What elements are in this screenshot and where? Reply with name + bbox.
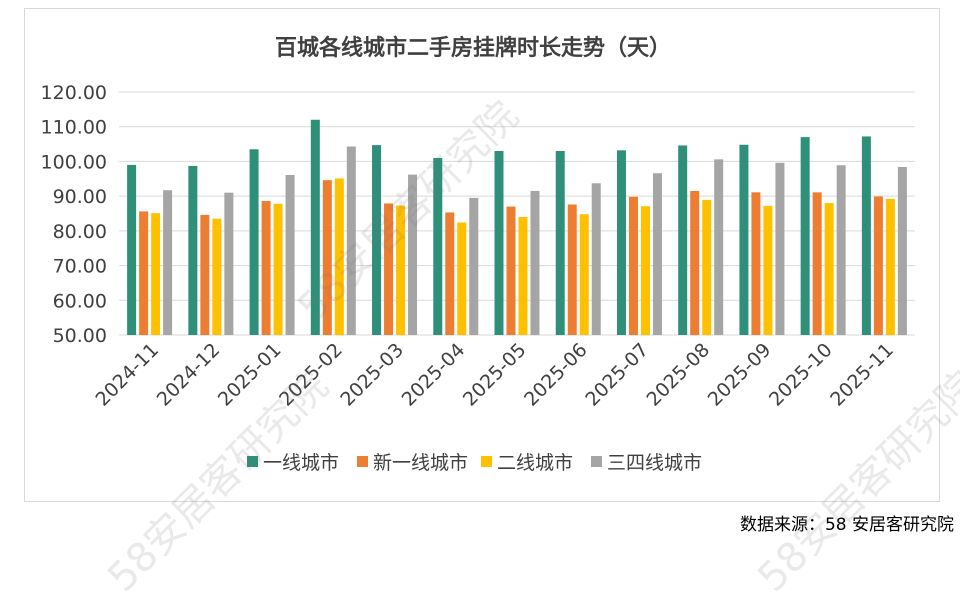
bar xyxy=(739,144,749,335)
bars xyxy=(127,119,907,336)
bar xyxy=(273,203,283,335)
chart-title: 百城各线城市二手房挂牌时长走势（天） xyxy=(275,35,671,61)
bar xyxy=(469,197,479,335)
bar xyxy=(127,164,137,335)
legend-label: 三四线城市 xyxy=(607,452,702,474)
x-tick-label: 2025-09 xyxy=(704,339,776,411)
bar xyxy=(873,196,883,335)
bar xyxy=(506,206,516,335)
bar xyxy=(714,159,724,335)
bar xyxy=(555,151,565,335)
bar xyxy=(372,145,382,335)
bar-chart: 百城各线城市二手房挂牌时长走势（天） 50.00 60.00 70.00 80.00 9… xyxy=(41,35,915,474)
bar xyxy=(163,190,173,335)
bar xyxy=(836,165,846,335)
bar xyxy=(224,192,234,335)
bar xyxy=(824,203,834,335)
bar xyxy=(652,173,662,335)
source-note: 数据来源：58 安居客研究院 xyxy=(739,515,954,535)
y-tick-label: 50.00 xyxy=(53,325,107,347)
bar xyxy=(457,222,467,335)
bar xyxy=(494,151,504,335)
x-tick-label: 2025-10 xyxy=(765,339,837,411)
y-tick-label: 80.00 xyxy=(53,221,107,243)
legend-label: 一线城市 xyxy=(263,452,339,474)
legend-label: 新一线城市 xyxy=(373,452,468,474)
bar xyxy=(261,201,271,335)
x-tick-label: 2024-11 xyxy=(91,339,163,411)
x-tick-label: 2025-07 xyxy=(581,339,653,411)
bar xyxy=(249,149,259,335)
bar xyxy=(751,192,761,335)
bar xyxy=(396,205,406,335)
x-tick-label: 2025-08 xyxy=(643,339,715,411)
bar xyxy=(591,183,601,335)
bar xyxy=(212,218,222,335)
bar xyxy=(346,146,356,335)
legend-swatch xyxy=(481,456,492,467)
y-axis-ticks: 50.00 60.00 70.00 80.00 90.00 100.00 110.00 120… xyxy=(41,82,107,347)
bar xyxy=(188,165,198,335)
bar xyxy=(200,214,210,335)
x-tick-label: 2024-12 xyxy=(153,339,225,411)
bar xyxy=(334,178,344,335)
bar xyxy=(616,150,626,335)
bar xyxy=(285,174,295,335)
bar xyxy=(640,206,650,335)
x-tick-label: 2025-04 xyxy=(398,339,470,411)
bar xyxy=(322,180,332,335)
x-axis-ticks: 2024-112024-122025-012025-022025-032025-… xyxy=(91,339,897,411)
bar xyxy=(567,204,577,335)
bar xyxy=(445,212,455,335)
bar xyxy=(690,190,700,335)
x-tick-label: 2025-05 xyxy=(459,339,531,411)
x-tick-label: 2025-11 xyxy=(826,339,898,411)
chart-frame: 百城各线城市二手房挂牌时长走势（天） 50.00 60.00 70.00 80.00 9… xyxy=(24,8,940,502)
y-tick-label: 90.00 xyxy=(53,186,107,208)
bar xyxy=(433,157,443,335)
y-tick-label: 100.00 xyxy=(41,151,107,173)
bar xyxy=(384,203,394,335)
legend-label: 二线城市 xyxy=(497,452,573,474)
y-tick-label: 70.00 xyxy=(53,256,107,278)
bar xyxy=(310,119,320,336)
legend-swatch xyxy=(591,456,602,467)
legend-swatch xyxy=(357,456,368,467)
bar xyxy=(775,162,785,335)
gridlines xyxy=(119,91,915,336)
bar xyxy=(579,214,589,335)
bar xyxy=(408,174,418,335)
bar xyxy=(702,199,712,335)
bar xyxy=(151,213,161,335)
bar xyxy=(885,198,895,335)
legend-swatch xyxy=(247,456,258,467)
x-tick-label: 2025-03 xyxy=(336,339,408,411)
bar xyxy=(628,196,638,335)
bar xyxy=(678,145,688,335)
bar xyxy=(530,190,540,335)
bar xyxy=(518,216,528,335)
x-tick-label: 2025-02 xyxy=(275,339,347,411)
y-tick-label: 110.00 xyxy=(41,117,107,139)
y-tick-label: 120.00 xyxy=(41,82,107,104)
bar xyxy=(800,137,810,335)
x-tick-label: 2025-06 xyxy=(520,339,592,411)
y-tick-label: 60.00 xyxy=(53,290,107,312)
bar xyxy=(139,211,149,335)
bar xyxy=(763,205,773,335)
x-tick-label: 2025-01 xyxy=(214,339,286,411)
legend: 一线城市 新一线城市 二线城市 三四线城市 xyxy=(247,452,702,474)
bar xyxy=(812,192,822,335)
bar xyxy=(897,166,907,335)
bar xyxy=(861,136,871,335)
